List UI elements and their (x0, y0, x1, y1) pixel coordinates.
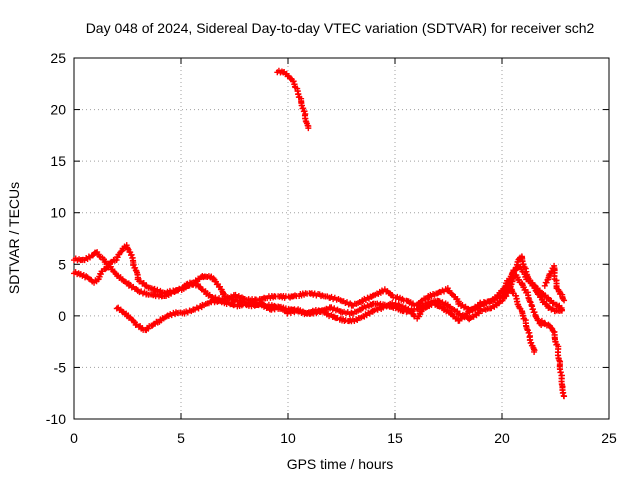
data-points (71, 67, 568, 400)
series-track-6 (541, 262, 568, 304)
data-point (419, 306, 426, 313)
y-tick-label: 20 (50, 102, 66, 118)
data-point (516, 305, 523, 312)
x-axis-label: GPS time / hours (287, 456, 394, 472)
x-tick-label: 25 (601, 430, 617, 446)
series-track-5 (537, 317, 568, 400)
data-point (541, 282, 548, 289)
grid (74, 58, 609, 419)
y-tick-label: 15 (50, 153, 66, 169)
y-tick-label: -5 (54, 359, 67, 375)
y-tick-label: 10 (50, 205, 66, 221)
series-track-3 (113, 272, 548, 334)
data-point (558, 306, 565, 313)
x-tick-label: 10 (280, 430, 296, 446)
chart-title: Day 048 of 2024, Sidereal Day-to-day VTE… (86, 20, 595, 36)
x-tick-label: 20 (494, 430, 510, 446)
data-point (378, 287, 385, 294)
data-point (132, 321, 139, 328)
series-track-1 (71, 242, 565, 315)
y-tick-label: 25 (50, 50, 66, 66)
y-tick-label: -10 (46, 411, 66, 427)
data-point (543, 279, 550, 286)
data-point (207, 298, 214, 305)
y-axis-label: SDTVAR / TECUs (6, 182, 22, 294)
x-tick-label: 15 (387, 430, 403, 446)
data-point (92, 277, 99, 284)
data-point (505, 290, 512, 297)
axis-ticks: 0 5 10 15 20 25 -10 -5 0 5 10 15 20 25 (46, 50, 617, 446)
data-point (124, 245, 131, 252)
series-track-7 (274, 67, 312, 132)
data-point (85, 253, 92, 260)
x-tick-label: 5 (177, 430, 185, 446)
data-point (305, 125, 312, 132)
data-point (561, 393, 568, 400)
data-point (531, 309, 538, 316)
data-point (561, 297, 568, 304)
y-tick-label: 0 (58, 308, 66, 324)
series-track-4 (503, 263, 565, 313)
data-point (427, 301, 434, 308)
y-tick-label: 5 (58, 256, 66, 272)
x-tick-label: 0 (70, 430, 78, 446)
data-point (503, 293, 510, 300)
plot-frame (73, 57, 610, 420)
data-point (531, 348, 538, 355)
